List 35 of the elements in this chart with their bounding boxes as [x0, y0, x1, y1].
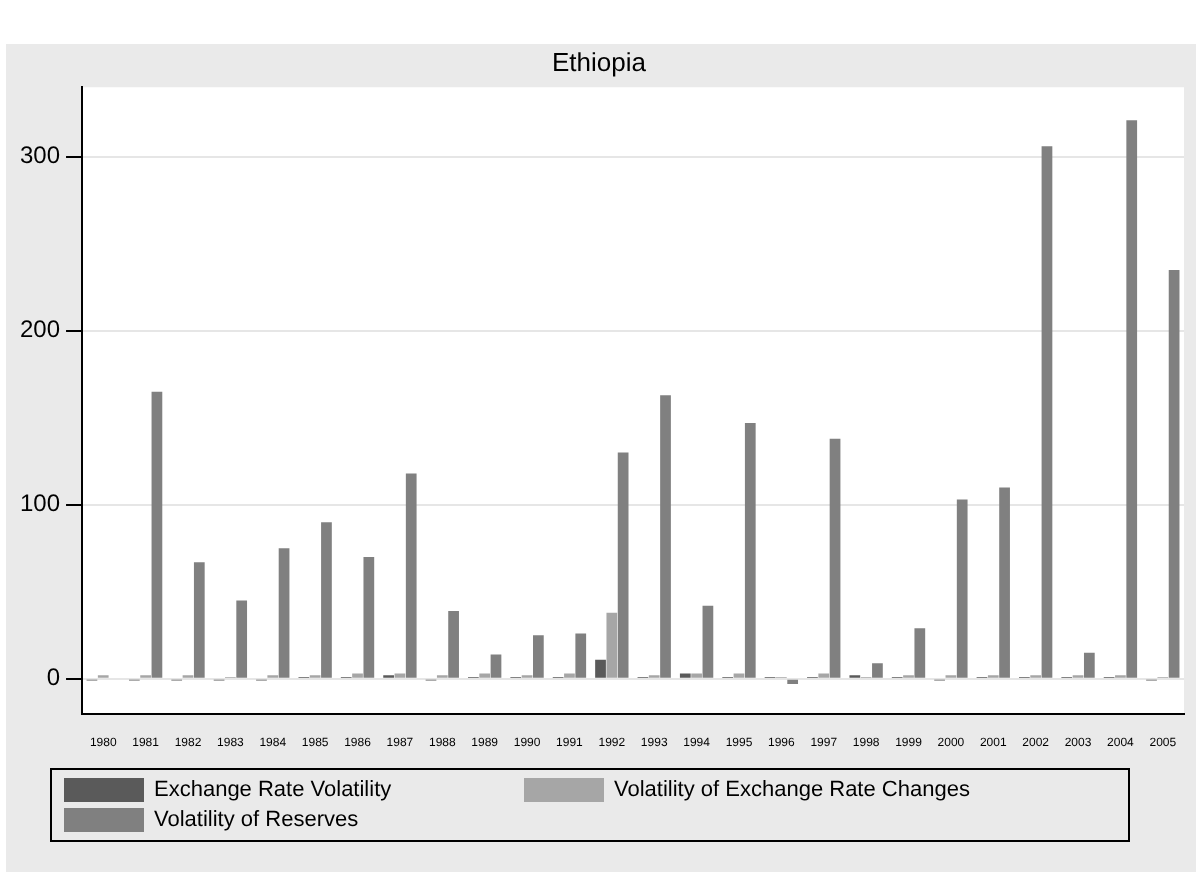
bar	[321, 522, 332, 678]
bar	[595, 659, 606, 678]
y-tick-label: 300	[19, 141, 61, 170]
bar	[1168, 269, 1180, 678]
bar	[490, 654, 502, 678]
bar	[956, 499, 968, 678]
bar	[1041, 146, 1053, 678]
bar	[702, 605, 714, 678]
y-tick-label: 0	[46, 663, 61, 692]
legend-label: Volatility of Reserves	[154, 808, 359, 832]
bar	[999, 487, 1010, 678]
bar	[617, 452, 629, 678]
bar	[872, 663, 883, 678]
bar	[363, 557, 375, 678]
bar	[829, 438, 841, 678]
chart-title: Ethiopia	[552, 46, 648, 77]
bar	[193, 562, 205, 678]
legend-label: Exchange Rate Volatility	[154, 778, 392, 802]
bar	[533, 635, 544, 678]
bar	[236, 600, 248, 678]
y-tick-label: 100	[19, 489, 61, 518]
y-tick-label: 200	[19, 315, 61, 344]
bar	[660, 395, 671, 678]
bar	[744, 423, 756, 678]
bar	[575, 633, 587, 678]
bar	[1126, 120, 1138, 678]
bar	[278, 548, 290, 678]
bar	[1083, 652, 1095, 678]
bar	[151, 391, 163, 678]
legend-label: Volatility of Exchange Rate Changes	[614, 778, 970, 802]
bar	[914, 628, 926, 678]
bar	[606, 612, 618, 678]
bar	[787, 679, 799, 685]
bar	[405, 473, 417, 678]
bar	[448, 610, 459, 678]
